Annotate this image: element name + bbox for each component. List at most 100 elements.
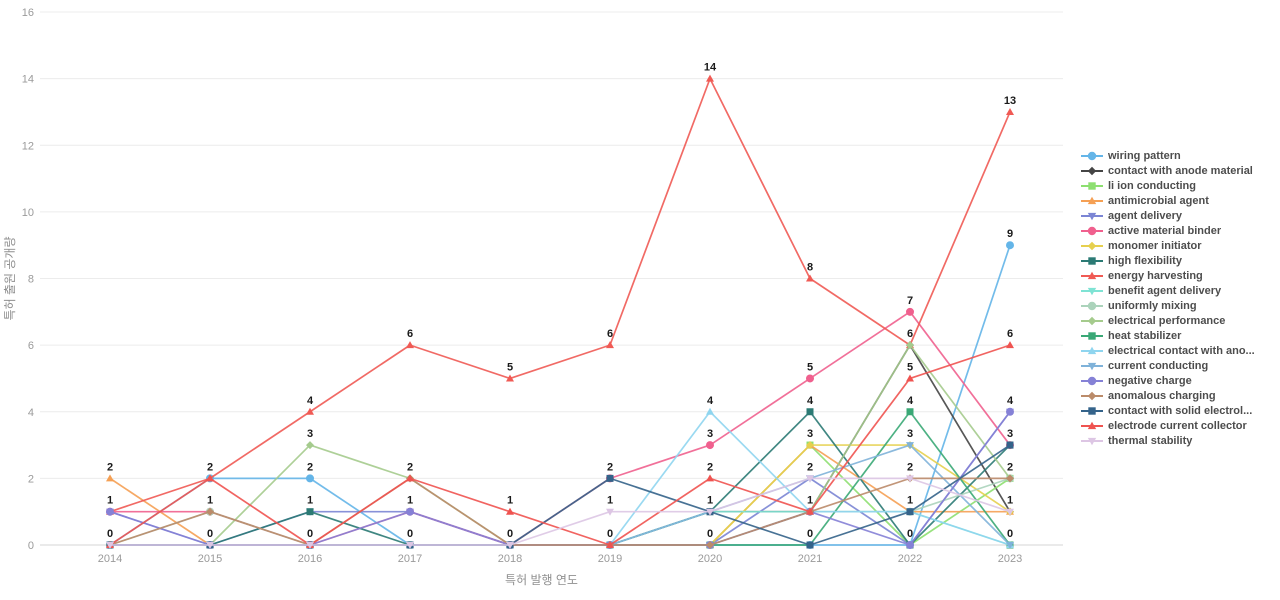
triangle-up-marker bbox=[706, 407, 714, 415]
triangle-down-marker bbox=[106, 542, 114, 549]
legend-item-agent-delivery[interactable]: agent delivery bbox=[1080, 208, 1280, 223]
legend-label: antimicrobial agent bbox=[1108, 194, 1209, 207]
circle-marker bbox=[906, 307, 914, 316]
triangle-up-marker bbox=[806, 507, 814, 515]
data-label-2020-2: 2 bbox=[707, 461, 713, 473]
legend-marker-electrical-contact-with-ano bbox=[1081, 346, 1103, 354]
series-line-anomalous-charging bbox=[109, 477, 1010, 546]
diamond-marker bbox=[1087, 391, 1097, 400]
legend-label: current conducting bbox=[1108, 359, 1209, 372]
data-label-2018-1: 1 bbox=[507, 495, 513, 507]
diamond-marker bbox=[306, 441, 314, 450]
series-line-current-conducting bbox=[110, 444, 1011, 546]
legend-label: electrical contact with ano... bbox=[1108, 344, 1255, 357]
legend-label: electrical performance bbox=[1108, 314, 1226, 327]
legend-item-contact-with-anode-material[interactable]: contact with anode material bbox=[1080, 163, 1280, 178]
legend-item-energy-harvesting[interactable]: energy harvesting bbox=[1080, 268, 1280, 283]
legend-marker-monomer-initiator bbox=[1081, 241, 1103, 250]
y-axis-title: 특허 출원 공개량 bbox=[3, 237, 17, 321]
square-marker bbox=[606, 474, 614, 482]
legend-item-anomalous-charging[interactable]: anomalous charging bbox=[1080, 388, 1280, 403]
data-label-2022-6: 6 bbox=[907, 328, 913, 340]
legend-label: benefit agent delivery bbox=[1108, 284, 1222, 297]
data-label-2023-0: 0 bbox=[1007, 528, 1013, 540]
y-tick-label-8: 8 bbox=[28, 274, 34, 286]
triangle-up-marker bbox=[306, 407, 314, 415]
x-tick-label-2017: 2017 bbox=[398, 553, 422, 565]
diamond-marker bbox=[906, 341, 914, 350]
legend-marker-uniformly-mixing bbox=[1081, 301, 1103, 310]
data-label-2016-2: 2 bbox=[307, 461, 313, 473]
data-label-2023-13: 13 bbox=[1004, 95, 1016, 107]
legend-item-wiring-pattern[interactable]: wiring pattern bbox=[1080, 148, 1280, 163]
legend-item-electrode-current-collector[interactable]: electrode current collector bbox=[1080, 418, 1280, 433]
data-label-2017-1: 1 bbox=[407, 495, 413, 507]
triangle-up-marker bbox=[206, 474, 214, 482]
x-tick-label-2015: 2015 bbox=[198, 553, 222, 565]
legend-item-active-material-binder[interactable]: active material binder bbox=[1080, 223, 1280, 238]
legend-item-current-conducting[interactable]: current conducting bbox=[1080, 358, 1280, 373]
triangle-down-marker bbox=[406, 542, 414, 549]
legend-item-thermal-stability[interactable]: thermal stability bbox=[1080, 433, 1280, 448]
data-label-2022-7: 7 bbox=[907, 295, 913, 307]
legend-item-antimicrobial-agent[interactable]: antimicrobial agent bbox=[1080, 193, 1280, 208]
circle-marker bbox=[806, 374, 814, 383]
x-axis-title: 특허 발행 연도 bbox=[505, 572, 578, 587]
square-marker bbox=[1088, 256, 1096, 265]
data-label-2014-2: 2 bbox=[107, 461, 113, 473]
legend-marker-li-ion-conducting bbox=[1081, 181, 1103, 190]
legend-marker-current-conducting bbox=[1081, 362, 1103, 370]
circle-marker bbox=[1087, 376, 1097, 385]
data-label-2022-0: 0 bbox=[907, 528, 913, 540]
circle-marker bbox=[906, 541, 914, 549]
data-label-2021-5: 5 bbox=[807, 361, 813, 373]
triangle-up-marker bbox=[706, 74, 714, 82]
data-label-2020-14: 14 bbox=[704, 62, 717, 74]
data-label-2019-6: 6 bbox=[607, 328, 613, 340]
triangle-up-marker bbox=[1087, 271, 1097, 279]
legend-item-high-flexibility[interactable]: high flexibility bbox=[1080, 253, 1280, 268]
square-marker bbox=[306, 508, 314, 516]
legend-marker-heat-stabilizer bbox=[1081, 331, 1103, 340]
triangle-down-marker bbox=[906, 475, 914, 483]
legend-item-heat-stabilizer[interactable]: heat stabilizer bbox=[1080, 328, 1280, 343]
data-label-2020-0: 0 bbox=[707, 528, 713, 540]
series-line-contact-with-solid-electrol bbox=[110, 444, 1011, 546]
legend-item-benefit-agent-delivery[interactable]: benefit agent delivery bbox=[1080, 283, 1280, 298]
triangle-up-marker bbox=[606, 541, 614, 548]
x-tick-label-2020: 2020 bbox=[698, 553, 722, 565]
legend-item-negative-charge[interactable]: negative charge bbox=[1080, 373, 1280, 388]
circle-marker bbox=[306, 474, 314, 483]
square-marker bbox=[806, 541, 814, 549]
data-label-2023-6: 6 bbox=[1007, 328, 1013, 340]
legend-marker-negative-charge bbox=[1081, 376, 1103, 385]
diamond-marker bbox=[806, 441, 814, 450]
legend-label: high flexibility bbox=[1108, 254, 1182, 267]
legend-label: monomer initiator bbox=[1108, 239, 1202, 252]
y-tick-label-2: 2 bbox=[28, 473, 34, 485]
legend-item-uniformly-mixing[interactable]: uniformly mixing bbox=[1080, 298, 1280, 313]
legend-item-electrical-contact-with-ano[interactable]: electrical contact with ano... bbox=[1080, 343, 1280, 358]
legend-marker-active-material-binder bbox=[1081, 226, 1103, 235]
legend-item-li-ion-conducting[interactable]: li ion conducting bbox=[1080, 178, 1280, 193]
diamond-marker bbox=[206, 507, 214, 516]
triangle-down-marker bbox=[806, 475, 814, 483]
triangle-down-marker bbox=[1087, 212, 1097, 220]
legend-label: contact with solid electrol... bbox=[1108, 404, 1253, 417]
triangle-down-marker bbox=[706, 508, 714, 516]
series-line-monomer-initiator bbox=[110, 444, 1011, 546]
triangle-down-marker bbox=[1087, 287, 1097, 295]
legend-item-monomer-initiator[interactable]: monomer initiator bbox=[1080, 238, 1280, 253]
legend-item-contact-with-solid-electrol[interactable]: contact with solid electrol... bbox=[1080, 403, 1280, 418]
data-label-2017-0: 0 bbox=[407, 528, 413, 540]
series-line-thermal-stability bbox=[110, 477, 1011, 546]
diamond-marker bbox=[1087, 316, 1097, 325]
square-marker bbox=[906, 408, 914, 416]
triangle-up-marker bbox=[1006, 107, 1014, 115]
y-tick-label-16: 16 bbox=[22, 7, 34, 19]
data-label-2015-0: 0 bbox=[207, 528, 213, 540]
legend-label: active material binder bbox=[1108, 224, 1222, 237]
chart-legend: wiring pattern contact with anode materia… bbox=[1080, 148, 1280, 448]
legend-label: electrode current collector bbox=[1108, 419, 1247, 432]
legend-item-electrical-performance[interactable]: electrical performance bbox=[1080, 313, 1280, 328]
